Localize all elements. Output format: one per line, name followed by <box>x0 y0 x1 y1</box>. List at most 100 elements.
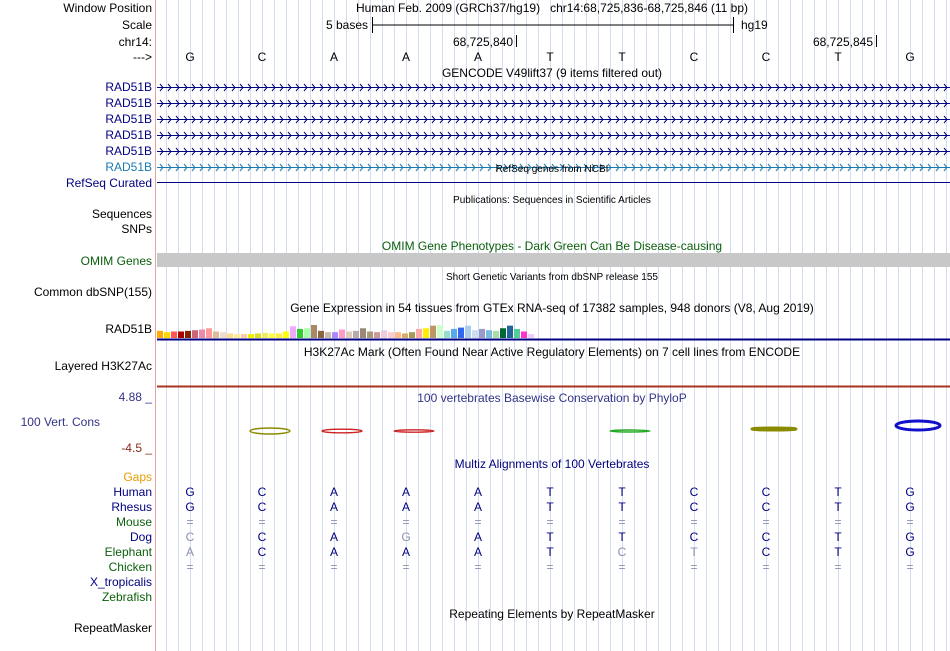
publications-sequences-label[interactable]: Sequences <box>92 207 152 221</box>
multiz-species-label[interactable]: X_tropicalis <box>90 575 152 589</box>
gtex-tissue-bar[interactable] <box>325 332 331 338</box>
gtex-tissue-bar[interactable] <box>241 334 247 338</box>
phylop-track-label[interactable]: 100 Vert. Cons <box>21 415 100 429</box>
omim-track-label[interactable]: OMIM Genes <box>81 254 152 268</box>
scale-label[interactable]: Scale <box>122 18 152 32</box>
gtex-tissue-bar[interactable] <box>248 334 254 338</box>
gtex-tissue-bar[interactable] <box>367 331 373 339</box>
gtex-tissue-bar[interactable] <box>416 328 422 338</box>
chromosome-label[interactable]: chr14: <box>119 35 152 49</box>
phylop-glyph[interactable] <box>894 419 942 432</box>
strand-label[interactable]: ---> <box>133 50 152 64</box>
gtex-tissue-bar[interactable] <box>500 328 506 338</box>
gencode-transcript-intron[interactable] <box>157 131 950 140</box>
window-position-label[interactable]: Window Position <box>63 1 152 15</box>
multiz-species-label[interactable]: Dog <box>130 530 152 544</box>
gencode-transcript-label[interactable]: RAD51B <box>105 144 152 158</box>
gtex-tissue-bar[interactable] <box>192 330 198 338</box>
gtex-tissue-bar[interactable] <box>234 334 240 338</box>
gtex-tissue-bar[interactable] <box>171 331 177 339</box>
gtex-tissue-bar[interactable] <box>339 329 345 338</box>
gtex-tissue-bar[interactable] <box>353 330 359 338</box>
gencode-transcript-label[interactable]: RAD51B <box>105 160 152 174</box>
multiz-species-label[interactable]: Chicken <box>109 560 152 574</box>
gtex-tissue-bar[interactable] <box>458 327 464 338</box>
gtex-tissue-bar[interactable] <box>206 328 212 338</box>
gtex-tissue-bar[interactable] <box>269 333 275 338</box>
phylop-glyph[interactable] <box>393 429 435 433</box>
gencode-transcript-intron[interactable] <box>157 115 950 124</box>
gtex-tissue-bar[interactable] <box>276 333 282 338</box>
gtex-tissue-bar[interactable] <box>430 325 436 338</box>
gtex-tissue-bar[interactable] <box>465 325 471 338</box>
gtex-tissue-bar[interactable] <box>290 326 296 338</box>
gtex-tissue-bar[interactable] <box>444 330 450 338</box>
publications-snps-label[interactable]: SNPs <box>121 222 152 236</box>
gtex-tissue-bar[interactable] <box>388 332 394 338</box>
gencode-transcript-label[interactable]: RAD51B <box>105 96 152 110</box>
gencode-transcript-label[interactable]: RAD51B <box>105 80 152 94</box>
gtex-tissue-bar[interactable] <box>157 330 163 338</box>
gtex-tissue-bar[interactable] <box>493 330 499 338</box>
gtex-tissue-bar[interactable] <box>528 334 534 338</box>
gtex-tissue-bar[interactable] <box>199 329 205 338</box>
gtex-tissue-bar[interactable] <box>402 333 408 338</box>
gtex-tissue-bar[interactable] <box>360 328 366 338</box>
multiz-species-label[interactable]: Mouse <box>116 515 152 529</box>
gtex-tissue-bar[interactable] <box>297 328 303 338</box>
gencode-transcript-intron[interactable] <box>157 99 950 108</box>
multiz-species-label[interactable]: Elephant <box>105 545 153 559</box>
gtex-tissue-bar[interactable] <box>318 330 324 338</box>
gencode-transcript-intron[interactable] <box>157 83 950 92</box>
repeatmasker-track-label[interactable]: RepeatMasker <box>74 621 152 635</box>
gtex-tissue-bar[interactable] <box>395 332 401 338</box>
gtex-tissue-bar[interactable] <box>220 332 226 338</box>
gtex-tissue-bar[interactable] <box>185 330 191 338</box>
gtex-tissue-bar[interactable] <box>521 331 527 339</box>
gtex-tissue-bar[interactable] <box>472 330 478 338</box>
gencode-transcript-intron[interactable] <box>157 147 950 156</box>
gtex-gene-label[interactable]: RAD51B <box>105 322 152 336</box>
gtex-tissue-bar[interactable] <box>486 330 492 338</box>
refseq-track-label[interactable]: RefSeq Curated <box>66 176 152 190</box>
phylop-glyph[interactable] <box>321 428 363 434</box>
gencode-transcript-intron[interactable] <box>157 163 950 172</box>
gtex-tissue-bar[interactable] <box>262 332 268 338</box>
omim-gene-bar[interactable] <box>157 253 950 267</box>
phylop-glyph[interactable] <box>249 427 291 435</box>
phylop-conservation-glyphs[interactable] <box>249 419 942 435</box>
multiz-gaps-label[interactable]: Gaps <box>123 470 152 484</box>
gtex-tissue-bar[interactable] <box>311 325 317 338</box>
gtex-tissue-bar[interactable] <box>374 332 380 338</box>
gtex-tissue-bar[interactable] <box>178 331 184 339</box>
gtex-tissue-bar[interactable] <box>164 332 170 338</box>
multiz-species-label[interactable]: Rhesus <box>111 500 152 514</box>
gtex-tissue-bar[interactable] <box>409 332 415 338</box>
gtex-tissue-bar[interactable] <box>479 328 485 338</box>
gencode-transcript-label[interactable]: RAD51B <box>105 112 152 126</box>
gencode-transcript-label[interactable]: RAD51B <box>105 128 152 142</box>
gtex-tissue-bar[interactable] <box>227 333 233 338</box>
multiz-species-label[interactable]: Zebrafish <box>102 590 152 604</box>
gtex-tissue-bar[interactable] <box>423 328 429 338</box>
gtex-tissue-bar[interactable] <box>213 331 219 339</box>
gtex-tissue-bar[interactable] <box>437 325 443 338</box>
gtex-tissue-bar[interactable] <box>451 328 457 338</box>
phylop-glyph[interactable] <box>609 429 651 433</box>
gtex-tissue-bar[interactable] <box>332 332 338 338</box>
gtex-tissue-bar[interactable] <box>346 331 352 339</box>
gencode-track[interactable]: RAD51B RAD51B RAD51B RAD51B RAD51B RAD51B <box>105 80 950 174</box>
h3k27ac-track-label[interactable]: Layered H3K27Ac <box>55 359 152 373</box>
gtex-tissue-bar[interactable] <box>381 330 387 338</box>
multiz-species-label[interactable]: Human <box>113 485 152 499</box>
gtex-tissue-bar[interactable] <box>507 325 513 338</box>
gtex-tissue-bar[interactable] <box>283 331 289 339</box>
phylop-glyph[interactable] <box>750 426 798 432</box>
gtex-tissue-bars[interactable] <box>157 325 534 338</box>
gtex-tissue-bar[interactable] <box>255 333 261 338</box>
dbsnp-track-label[interactable]: Common dbSNP(155) <box>34 285 152 299</box>
gtex-tissue-bar[interactable] <box>304 328 310 338</box>
gtex-tissue-bar[interactable] <box>514 328 520 338</box>
